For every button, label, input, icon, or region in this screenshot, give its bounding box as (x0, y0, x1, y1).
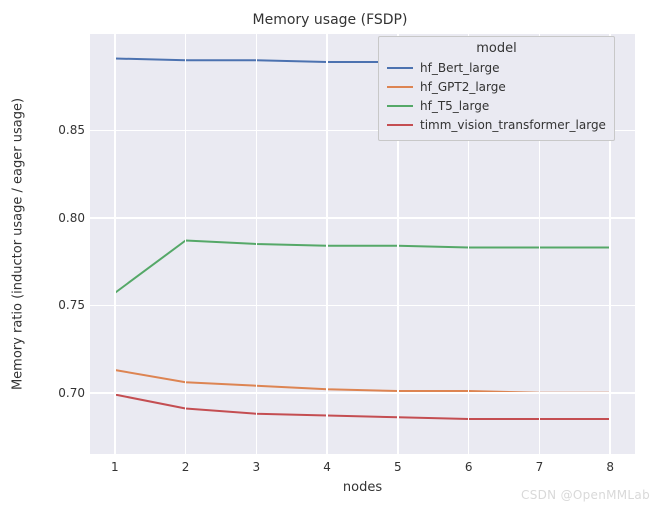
gridline-v (326, 34, 328, 454)
legend-item: hf_T5_large (387, 96, 606, 115)
gridline-v (185, 34, 187, 454)
y-tick-label: 0.75 (35, 298, 85, 312)
chart-container: Memory usage (FSDP) Memory ratio (induct… (0, 0, 660, 508)
gridline-h (90, 217, 635, 219)
x-tick-label: 2 (182, 460, 190, 474)
legend-label: hf_Bert_large (420, 61, 500, 75)
x-tick-label: 1 (111, 460, 119, 474)
x-tick-label: 5 (394, 460, 402, 474)
gridline-h (90, 392, 635, 394)
gridline-v (114, 34, 116, 454)
legend-label: hf_GPT2_large (420, 80, 506, 94)
series-line (115, 370, 610, 393)
legend-title: model (387, 41, 606, 56)
legend-swatch (387, 105, 413, 107)
legend-item: hf_Bert_large (387, 58, 606, 77)
legend: model hf_Bert_large hf_GPT2_large hf_T5_la… (378, 36, 615, 141)
y-tick-label: 0.85 (35, 123, 85, 137)
gridline-v (256, 34, 258, 454)
legend-label: timm_vision_transformer_large (420, 118, 606, 132)
y-tick-label: 0.80 (35, 211, 85, 225)
legend-label: hf_T5_large (420, 99, 489, 113)
y-axis-label: Memory ratio (inductor usage / eager usa… (11, 98, 26, 390)
chart-title: Memory usage (FSDP) (0, 12, 660, 28)
gridline-h (90, 305, 635, 307)
series-line (115, 395, 610, 420)
legend-item: hf_GPT2_large (387, 77, 606, 96)
legend-swatch (387, 86, 413, 88)
x-tick-label: 3 (253, 460, 261, 474)
y-tick-label: 0.70 (35, 386, 85, 400)
x-tick-label: 8 (606, 460, 614, 474)
legend-swatch (387, 124, 413, 126)
series-line (115, 241, 610, 294)
watermark: CSDN @OpenMMLab (521, 488, 650, 502)
x-tick-label: 4 (323, 460, 331, 474)
legend-swatch (387, 67, 413, 69)
legend-item: timm_vision_transformer_large (387, 115, 606, 134)
x-tick-label: 7 (536, 460, 544, 474)
x-tick-label: 6 (465, 460, 473, 474)
